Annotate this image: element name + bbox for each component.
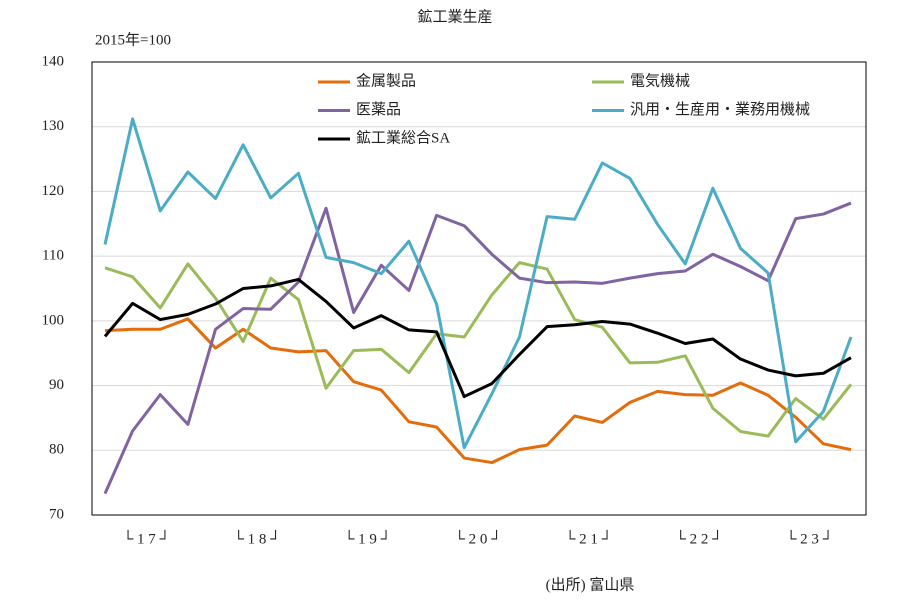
series-line [104, 317, 852, 465]
x-group-label: └ 2 2 ┘ [675, 529, 723, 547]
series-line [104, 261, 853, 438]
legend-label: 電気機械 [630, 72, 690, 89]
y-tick-label: 100 [42, 312, 65, 328]
series-line [103, 201, 852, 495]
x-group-label: └ 2 0 ┘ [454, 529, 502, 547]
legend-label: 金属製品 [356, 72, 416, 89]
x-group-label: └ 1 9 ┘ [344, 529, 392, 547]
series-line [103, 277, 852, 399]
legend-label: 医薬品 [356, 101, 401, 118]
legend-label: 汎用・生産用・業務用機械 [630, 101, 810, 118]
y-tick-label: 120 [42, 183, 65, 199]
plot-frame [91, 61, 867, 516]
y-tick-label: 130 [42, 118, 65, 134]
y-tick-label: 80 [49, 442, 64, 458]
x-group-label: └ 2 1 ┘ [565, 529, 613, 547]
legend-label: 鉱工業総合SA [356, 128, 450, 146]
source: (出所) 富山県 [546, 575, 635, 593]
x-group-label: └ 1 7 ┘ [123, 529, 171, 547]
x-group-label: └ 1 8 ┘ [233, 529, 281, 547]
y-tick-label: 90 [49, 377, 64, 393]
series-line [103, 117, 853, 450]
y-tick-label: 110 [42, 248, 64, 264]
subtitle: 2015年=100 [95, 31, 171, 48]
y-tick-label: 70 [49, 506, 64, 522]
y-tick-label: 140 [42, 53, 65, 69]
chart-title: 鉱工業生産 [417, 7, 492, 25]
x-group-label: └ 2 3 ┘ [786, 529, 834, 547]
